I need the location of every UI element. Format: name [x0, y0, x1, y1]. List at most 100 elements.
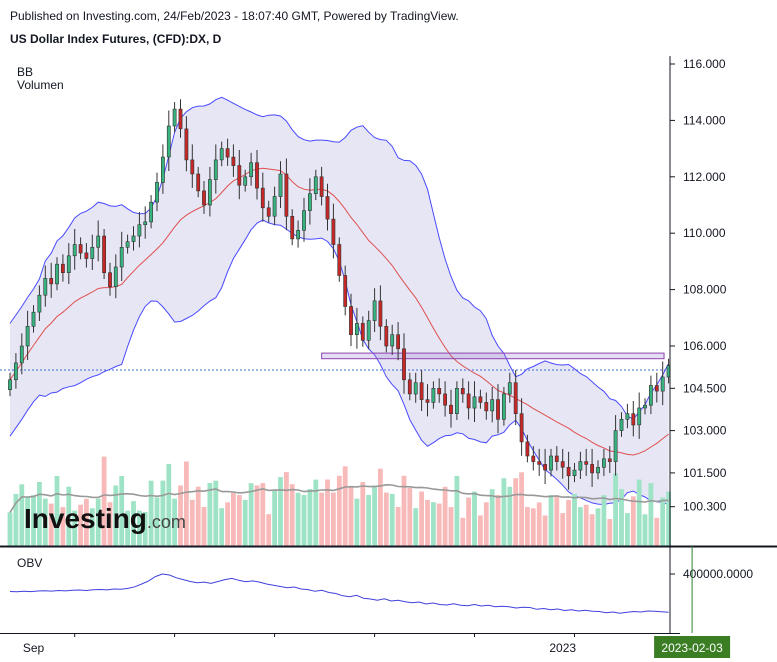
candle-body: [231, 156, 236, 166]
candle-body: [119, 247, 124, 268]
volume-bar: [383, 492, 389, 546]
volume-bar: [372, 485, 377, 546]
watermark-suffix: .com: [147, 512, 186, 532]
volume-bar: [219, 508, 225, 546]
volume-bar: [395, 507, 401, 546]
candle-body: [660, 376, 665, 392]
candle-body: [149, 201, 154, 223]
volume-bar: [331, 492, 336, 546]
volume-bar: [154, 497, 160, 546]
candle-body: [166, 125, 171, 158]
candle-body: [78, 244, 83, 254]
candle-body: [396, 334, 401, 350]
candle-body: [407, 379, 412, 395]
candle-body: [137, 224, 142, 237]
volume-bar: [566, 499, 571, 546]
candle-body: [113, 266, 118, 288]
volume-bar: [436, 503, 442, 546]
volume-bar: [360, 482, 366, 546]
volume-bar: [342, 466, 348, 546]
candle-body: [325, 196, 330, 220]
volume-bar: [413, 508, 419, 546]
resistance-zone: [0, 352, 670, 371]
investing-watermark: Investing.com: [24, 503, 186, 534]
volume-bar: [466, 497, 471, 546]
volume-bar: [613, 473, 618, 546]
volume-bar: [37, 482, 42, 546]
volume-bar: [172, 498, 177, 546]
volume-bar: [301, 495, 307, 546]
volume-bar: [419, 491, 424, 546]
price-tick-label: 108.000: [683, 283, 727, 297]
candle-body: [566, 466, 571, 477]
candle-body: [72, 244, 77, 257]
volume-bar: [495, 495, 501, 546]
candle-body: [525, 441, 530, 457]
candle-body: [108, 272, 112, 288]
volume-bar: [107, 502, 113, 546]
volume-bar: [166, 463, 172, 546]
volume-bar: [607, 519, 613, 546]
volume-bar: [42, 498, 48, 546]
volume-bar: [148, 480, 154, 546]
price-tick-label: 112.000: [683, 170, 726, 184]
volume-bar: [636, 479, 642, 546]
candle-body: [437, 387, 442, 395]
candle-body: [131, 235, 136, 242]
candle-body: [378, 300, 383, 327]
candle-body: [596, 466, 600, 474]
volume-bar: [660, 497, 666, 546]
candle-body: [501, 393, 506, 420]
volume-bar: [278, 477, 283, 546]
volume-bar: [260, 483, 266, 546]
candle-body: [337, 244, 342, 276]
time-axis-label: 2023: [549, 641, 576, 655]
price-tick-label: 103.000: [683, 424, 727, 438]
candle-body: [425, 399, 430, 403]
volume-bar: [60, 507, 66, 546]
volume-bar: [13, 493, 19, 546]
candles: [8, 99, 671, 490]
candle-body: [607, 458, 612, 462]
volume-bar: [225, 502, 230, 546]
candle-body: [648, 385, 653, 406]
candle-body: [478, 396, 483, 403]
candle-body: [572, 469, 577, 477]
price-tick-label: 114.000: [683, 113, 726, 127]
volume-bar: [354, 498, 360, 546]
volume-bar: [431, 502, 436, 546]
volume-bar: [619, 489, 624, 546]
volume-bar: [236, 495, 242, 546]
watermark-text: Investing: [24, 503, 147, 534]
symbol-title: US Dollar Index Futures, (CFD):DX, D: [10, 32, 222, 46]
volume-bar: [31, 495, 36, 546]
bb-fill: [10, 97, 669, 505]
volume-bar: [583, 504, 589, 546]
candle-body: [490, 399, 495, 412]
candle-body: [296, 230, 301, 240]
volume-bar: [366, 495, 372, 546]
volume-ma-line: [9, 483, 669, 513]
candle-body: [190, 159, 195, 175]
candle-body: [484, 402, 489, 412]
candle-body: [302, 210, 306, 231]
volume-bar: [119, 476, 125, 546]
candle-body: [584, 461, 589, 465]
candle-body: [472, 396, 477, 409]
candle-body: [372, 300, 377, 321]
volume-bar: [336, 475, 342, 546]
candle-body: [560, 461, 565, 468]
bb-middle-band: [9, 167, 669, 456]
candle-body: [55, 263, 59, 285]
volume-bar: [160, 480, 166, 546]
candle-body: [96, 235, 101, 248]
volume-bar: [131, 501, 136, 546]
volume-bar: [78, 504, 83, 546]
volume-bar: [513, 478, 519, 546]
candle-body: [578, 461, 583, 471]
candle-body: [125, 241, 130, 248]
published-line: Published on Investing.com, 24/Feb/2023 …: [10, 9, 459, 23]
volume-bar: [101, 456, 107, 546]
candle-body: [25, 325, 30, 347]
